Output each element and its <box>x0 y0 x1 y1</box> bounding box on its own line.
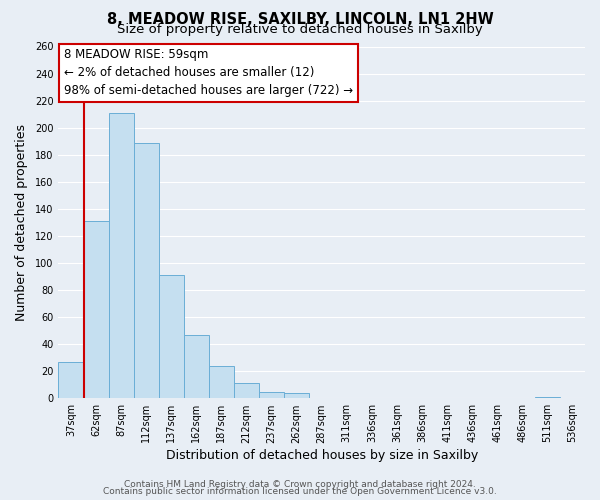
Text: 8, MEADOW RISE, SAXILBY, LINCOLN, LN1 2HW: 8, MEADOW RISE, SAXILBY, LINCOLN, LN1 2H… <box>107 12 493 28</box>
Bar <box>259 392 284 398</box>
Bar <box>234 384 259 398</box>
Text: 8 MEADOW RISE: 59sqm
← 2% of detached houses are smaller (12)
98% of semi-detach: 8 MEADOW RISE: 59sqm ← 2% of detached ho… <box>64 48 353 98</box>
Text: Contains HM Land Registry data © Crown copyright and database right 2024.: Contains HM Land Registry data © Crown c… <box>124 480 476 489</box>
X-axis label: Distribution of detached houses by size in Saxilby: Distribution of detached houses by size … <box>166 450 478 462</box>
Bar <box>535 397 560 398</box>
Bar <box>134 142 159 398</box>
Bar <box>159 275 184 398</box>
Text: Size of property relative to detached houses in Saxilby: Size of property relative to detached ho… <box>117 22 483 36</box>
Bar <box>209 366 234 398</box>
Bar <box>184 334 209 398</box>
Text: Contains public sector information licensed under the Open Government Licence v3: Contains public sector information licen… <box>103 487 497 496</box>
Bar <box>83 221 109 398</box>
Bar <box>284 393 309 398</box>
Bar <box>58 362 83 399</box>
Bar <box>109 113 134 399</box>
Y-axis label: Number of detached properties: Number of detached properties <box>15 124 28 321</box>
